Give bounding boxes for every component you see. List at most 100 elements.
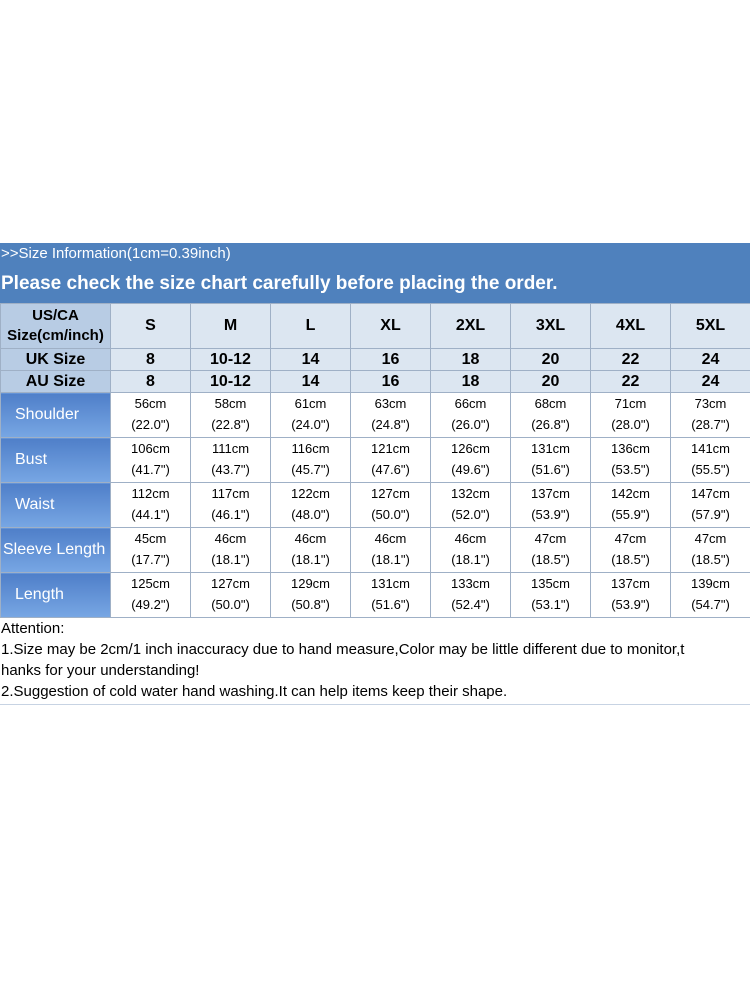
- measurement-row: Waist 112cm (44.1") 117cm (46.1") 122cm (48.0"…: [0, 482, 750, 528]
- cm-value: 71cm: [614, 396, 647, 411]
- measurement-cell: 126cm (49.6"): [430, 437, 511, 483]
- measurement-cell: 142cm (55.9"): [590, 482, 671, 528]
- size-header-cell: S: [110, 303, 191, 349]
- cm-value: 47cm: [534, 531, 567, 546]
- measurement-cell: 71cm (28.0"): [590, 392, 671, 438]
- inch-value: (53.5"): [611, 462, 650, 477]
- measurement-cell: 132cm (52.0"): [430, 482, 511, 528]
- cm-value: 47cm: [614, 531, 647, 546]
- cm-value: 133cm: [450, 576, 491, 591]
- inch-value: (28.0"): [611, 417, 650, 432]
- measurement-cell: 116cm (45.7"): [270, 437, 351, 483]
- measurement-cell: 66cm (26.0"): [430, 392, 511, 438]
- size-header-cell: 5XL: [670, 303, 750, 349]
- inch-value: (26.8"): [531, 417, 570, 432]
- uk-size-label: UK Size: [0, 348, 111, 371]
- measurement-row: Sleeve Length 45cm (17.7") 46cm (18.1") 46cm (…: [0, 527, 750, 573]
- uk-size-cell: 20: [510, 348, 591, 371]
- cm-value: 125cm: [130, 576, 171, 591]
- inch-value: (18.5"): [531, 552, 570, 567]
- measurement-label: Bust: [0, 437, 111, 483]
- measurement-cell: 73cm (28.7"): [670, 392, 750, 438]
- size-table: US/CA Size(cm/inch) S M L XL 2XL 3XL 4XL 5XL UK…: [0, 303, 750, 618]
- cm-value: 127cm: [210, 576, 251, 591]
- cm-value: 147cm: [690, 486, 731, 501]
- cm-value: 46cm: [294, 531, 327, 546]
- corner-line-2: Size(cm/inch): [7, 327, 104, 344]
- cm-value: 61cm: [294, 396, 327, 411]
- cm-value: 139cm: [690, 576, 731, 591]
- measurement-cell: 127cm (50.0"): [350, 482, 431, 528]
- uk-size-cell: 22: [590, 348, 671, 371]
- size-header-cell: M: [190, 303, 271, 349]
- measurement-cell: 137cm (53.9"): [510, 482, 591, 528]
- cm-value: 106cm: [130, 441, 171, 456]
- measurement-cell: 47cm (18.5"): [510, 527, 591, 573]
- inch-value: (50.0"): [371, 507, 410, 522]
- inch-value: (47.6"): [371, 462, 410, 477]
- inch-value: (18.5"): [611, 552, 650, 567]
- measurement-cell: 127cm (50.0"): [190, 572, 271, 618]
- au-size-label: AU Size: [0, 370, 111, 393]
- inch-value: (44.1"): [131, 507, 170, 522]
- cm-value: 56cm: [134, 396, 167, 411]
- cm-value: 45cm: [134, 531, 167, 546]
- size-chart: >>Size Information(1cm=0.39inch) Please …: [0, 243, 750, 705]
- measurement-cell: 106cm (41.7"): [110, 437, 191, 483]
- uk-size-cell: 8: [110, 348, 191, 371]
- cm-value: 136cm: [610, 441, 651, 456]
- cm-value: 141cm: [690, 441, 731, 456]
- inch-value: (18.1"): [291, 552, 330, 567]
- measurement-cell: 129cm (50.8"): [270, 572, 351, 618]
- inch-value: (45.7"): [291, 462, 330, 477]
- measurement-label: Waist: [0, 482, 111, 528]
- cm-value: 112cm: [131, 486, 170, 501]
- inch-value: (55.5"): [691, 462, 730, 477]
- measurement-cell: 122cm (48.0"): [270, 482, 351, 528]
- us-ca-size-header: US/CA Size(cm/inch): [0, 303, 111, 349]
- measurement-cell: 147cm (57.9"): [670, 482, 750, 528]
- cm-value: 135cm: [530, 576, 571, 591]
- uk-size-row: UK Size 8 10-12 14 16 18 20 22 24: [0, 348, 750, 371]
- inch-value: (53.9"): [611, 597, 650, 612]
- measurement-cell: 46cm (18.1"): [270, 527, 351, 573]
- au-size-cell: 14: [270, 370, 351, 393]
- inch-value: (46.1"): [211, 507, 250, 522]
- measurement-cell: 61cm (24.0"): [270, 392, 351, 438]
- size-header-cell: 2XL: [430, 303, 511, 349]
- size-header-cell: XL: [350, 303, 431, 349]
- inch-value: (24.8"): [371, 417, 410, 432]
- measurement-cell: 125cm (49.2"): [110, 572, 191, 618]
- cm-value: 129cm: [290, 576, 331, 591]
- cm-value: 66cm: [454, 396, 487, 411]
- size-header-cell: 3XL: [510, 303, 591, 349]
- inch-value: (24.0"): [291, 417, 330, 432]
- cm-value: 73cm: [694, 396, 727, 411]
- measurement-cell: 112cm (44.1"): [110, 482, 191, 528]
- cm-value: 116cm: [291, 441, 330, 456]
- measurement-cell: 46cm (18.1"): [190, 527, 271, 573]
- inch-value: (41.7"): [131, 462, 170, 477]
- cm-value: 63cm: [374, 396, 407, 411]
- measurement-cell: 117cm (46.1"): [190, 482, 271, 528]
- au-size-cell: 8: [110, 370, 191, 393]
- measurement-cell: 63cm (24.8"): [350, 392, 431, 438]
- inch-value: (28.7"): [691, 417, 730, 432]
- au-size-cell: 10-12: [190, 370, 271, 393]
- cm-value: 68cm: [534, 396, 567, 411]
- inch-value: (49.2"): [131, 597, 170, 612]
- cm-value: 142cm: [610, 486, 651, 501]
- cm-value: 46cm: [374, 531, 407, 546]
- uk-size-cell: 24: [670, 348, 750, 371]
- measurement-cell: 46cm (18.1"): [350, 527, 431, 573]
- cm-value: 131cm: [370, 576, 411, 591]
- measurement-cell: 46cm (18.1"): [430, 527, 511, 573]
- au-size-cell: 20: [510, 370, 591, 393]
- inch-value: (43.7"): [211, 462, 250, 477]
- attention-notes: Attention: 1.Size may be 2cm/1 inch inac…: [0, 618, 750, 705]
- inch-value: (51.6"): [371, 597, 410, 612]
- measurement-cell: 141cm (55.5"): [670, 437, 750, 483]
- uk-size-cell: 18: [430, 348, 511, 371]
- inch-value: (18.1"): [211, 552, 250, 567]
- au-size-cell: 22: [590, 370, 671, 393]
